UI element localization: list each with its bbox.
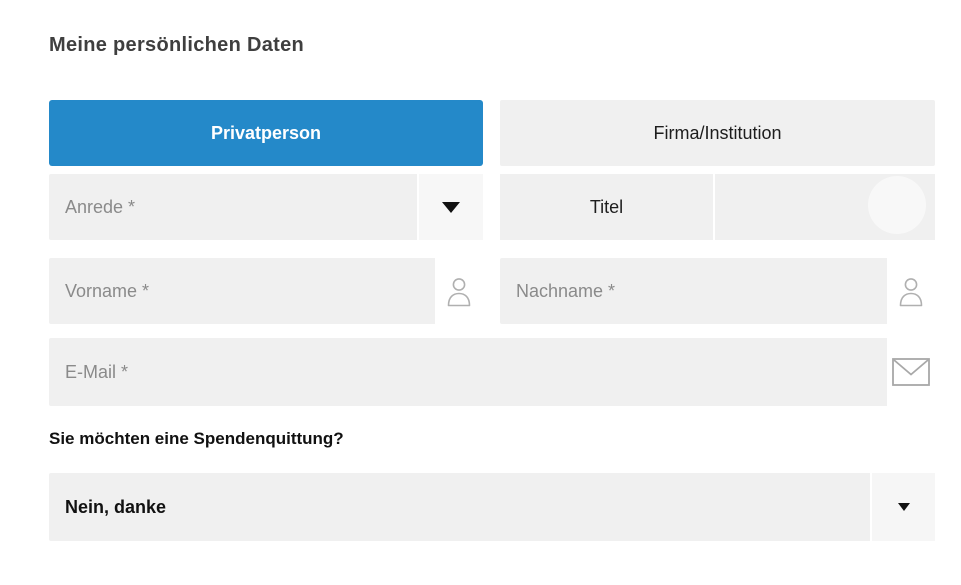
vorname-icon-box bbox=[435, 258, 483, 324]
titel-input-highlight bbox=[868, 176, 926, 234]
titel-label: Titel bbox=[500, 174, 713, 240]
user-icon bbox=[446, 276, 472, 307]
mail-icon bbox=[892, 358, 930, 386]
receipt-question-label: Sie möchten eine Spendenquittung? bbox=[49, 429, 344, 448]
tab-privatperson-label: Privatperson bbox=[210, 122, 322, 143]
titel-input[interactable] bbox=[715, 174, 935, 240]
vorname-input[interactable]: Vorname * bbox=[49, 258, 483, 324]
email-input[interactable]: E-Mail * bbox=[49, 338, 935, 406]
email-icon-box bbox=[887, 338, 935, 406]
tab-firma-institution-label: Firma/Institution bbox=[653, 122, 782, 143]
anrede-select[interactable]: Anrede * bbox=[49, 174, 483, 240]
nachname-input[interactable]: Nachname * bbox=[500, 258, 935, 324]
receipt-selected-value: Nein, danke bbox=[65, 496, 167, 517]
anrede-placeholder: Anrede * bbox=[65, 196, 136, 217]
chevron-down-icon bbox=[442, 201, 460, 213]
anrede-dropdown-button[interactable] bbox=[417, 174, 483, 240]
tab-privatperson[interactable]: Privatperson bbox=[49, 100, 483, 166]
chevron-down-icon bbox=[897, 503, 910, 511]
vorname-placeholder: Vorname * bbox=[65, 280, 150, 301]
user-icon bbox=[898, 276, 924, 307]
titel-field-group: Titel bbox=[500, 174, 935, 240]
page-title: Meine persönlichen Daten bbox=[49, 34, 305, 56]
receipt-select[interactable]: Nein, danke bbox=[49, 473, 935, 541]
nachname-placeholder: Nachname * bbox=[516, 280, 616, 301]
receipt-dropdown-button[interactable] bbox=[870, 473, 935, 541]
tab-firma-institution[interactable]: Firma/Institution bbox=[500, 100, 935, 166]
nachname-icon-box bbox=[887, 258, 935, 324]
email-placeholder: E-Mail * bbox=[65, 361, 129, 382]
